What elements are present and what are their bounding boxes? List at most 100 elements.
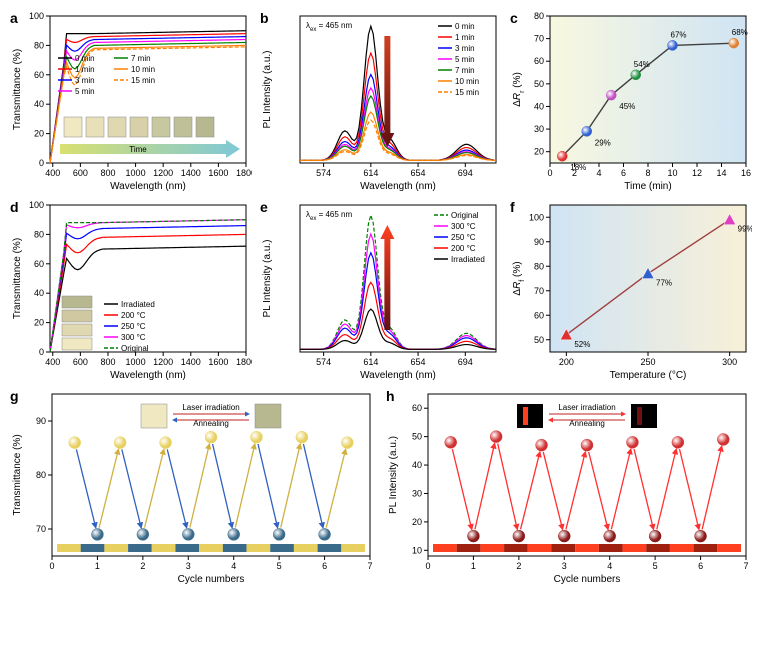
svg-text:7: 7 <box>367 561 372 571</box>
panel-label-h: h <box>386 388 395 404</box>
svg-text:1800: 1800 <box>236 357 252 367</box>
svg-text:4: 4 <box>231 561 236 571</box>
svg-text:ΔRr (%): ΔRr (%) <box>512 72 526 107</box>
panel-label-b: b <box>260 10 269 26</box>
panel-f: f2002503005060708090100Temperature (°C)Δ… <box>508 197 752 382</box>
svg-text:1200: 1200 <box>153 357 173 367</box>
panel-label-e: e <box>260 199 268 215</box>
svg-text:200 °C: 200 °C <box>121 311 146 320</box>
svg-text:15 min: 15 min <box>455 88 479 97</box>
svg-text:Cycle numbers: Cycle numbers <box>178 574 245 585</box>
svg-text:0: 0 <box>425 561 430 571</box>
svg-text:Transmittance (%): Transmittance (%) <box>12 434 23 515</box>
svg-text:Laser irradiation: Laser irradiation <box>182 403 239 412</box>
svg-text:654: 654 <box>411 168 426 178</box>
svg-text:18%: 18% <box>570 163 586 172</box>
panel-label-a: a <box>10 10 18 26</box>
svg-text:6: 6 <box>322 561 327 571</box>
svg-text:100: 100 <box>29 11 44 21</box>
svg-text:20: 20 <box>34 318 44 328</box>
svg-text:68%: 68% <box>732 28 748 37</box>
svg-text:5: 5 <box>653 561 658 571</box>
svg-text:λex = 465 nm: λex = 465 nm <box>306 21 352 33</box>
panel-label-c: c <box>510 10 518 26</box>
svg-text:50: 50 <box>534 79 544 89</box>
svg-text:1600: 1600 <box>208 357 228 367</box>
svg-text:67%: 67% <box>671 30 687 39</box>
svg-text:45%: 45% <box>619 102 635 111</box>
svg-text:4: 4 <box>596 168 601 178</box>
svg-text:0 min: 0 min <box>455 22 475 31</box>
svg-text:Wavelength (nm): Wavelength (nm) <box>110 181 186 192</box>
svg-text:52%: 52% <box>574 340 590 349</box>
svg-text:14: 14 <box>716 168 726 178</box>
svg-text:1: 1 <box>95 561 100 571</box>
svg-text:80: 80 <box>534 11 544 21</box>
svg-text:600: 600 <box>73 357 88 367</box>
svg-text:80: 80 <box>534 261 544 271</box>
svg-text:PL Intensity (a.u.): PL Intensity (a.u.) <box>262 240 273 318</box>
svg-text:50: 50 <box>534 335 544 345</box>
svg-text:250: 250 <box>640 357 655 367</box>
svg-text:40: 40 <box>34 99 44 109</box>
svg-text:10: 10 <box>412 545 422 555</box>
svg-text:694: 694 <box>458 357 473 367</box>
svg-text:6: 6 <box>621 168 626 178</box>
svg-text:100: 100 <box>529 212 544 222</box>
panel-label-f: f <box>510 199 515 215</box>
svg-text:Wavelength (nm): Wavelength (nm) <box>110 370 186 381</box>
panel-d: d400600800100012001400160018000204060801… <box>8 197 252 382</box>
svg-text:1600: 1600 <box>208 168 228 178</box>
svg-text:5: 5 <box>277 561 282 571</box>
svg-text:60: 60 <box>34 70 44 80</box>
svg-text:Time (min): Time (min) <box>624 181 671 192</box>
svg-text:90: 90 <box>36 416 46 426</box>
svg-text:Irradiated: Irradiated <box>451 255 485 264</box>
svg-text:10 min: 10 min <box>455 77 479 86</box>
svg-text:3: 3 <box>186 561 191 571</box>
svg-text:20: 20 <box>412 517 422 527</box>
svg-text:90: 90 <box>534 237 544 247</box>
svg-text:10 min: 10 min <box>131 65 155 74</box>
svg-text:20: 20 <box>34 129 44 139</box>
svg-text:300 °C: 300 °C <box>121 333 146 342</box>
svg-text:Transmittance (%): Transmittance (%) <box>12 238 23 319</box>
svg-text:0: 0 <box>39 347 44 357</box>
svg-text:694: 694 <box>458 168 473 178</box>
svg-text:1 min: 1 min <box>75 65 95 74</box>
svg-text:574: 574 <box>316 168 331 178</box>
svg-text:400: 400 <box>45 357 60 367</box>
svg-text:5 min: 5 min <box>75 87 95 96</box>
svg-text:Original: Original <box>451 211 479 220</box>
svg-text:0: 0 <box>547 168 552 178</box>
svg-text:30: 30 <box>412 488 422 498</box>
svg-text:Irradiated: Irradiated <box>121 300 155 309</box>
svg-text:Laser irradiation: Laser irradiation <box>558 403 615 412</box>
svg-text:400: 400 <box>45 168 60 178</box>
svg-text:0 min: 0 min <box>75 54 95 63</box>
svg-text:100: 100 <box>29 200 44 210</box>
svg-text:Time: Time <box>129 145 147 154</box>
svg-text:1 min: 1 min <box>455 33 475 42</box>
svg-text:70: 70 <box>534 286 544 296</box>
svg-text:1200: 1200 <box>153 168 173 178</box>
svg-text:50: 50 <box>412 432 422 442</box>
svg-text:Wavelength (nm): Wavelength (nm) <box>360 181 436 192</box>
svg-text:30: 30 <box>534 124 544 134</box>
svg-text:2: 2 <box>516 561 521 571</box>
svg-text:PL Intensity (a.u.): PL Intensity (a.u.) <box>262 51 273 129</box>
svg-text:99%: 99% <box>738 225 752 234</box>
svg-text:200: 200 <box>559 357 574 367</box>
svg-text:200 °C: 200 °C <box>451 244 476 253</box>
svg-text:15 min: 15 min <box>131 76 155 85</box>
svg-text:1800: 1800 <box>236 168 252 178</box>
svg-text:54%: 54% <box>634 60 650 69</box>
svg-text:1400: 1400 <box>181 168 201 178</box>
svg-text:40: 40 <box>534 101 544 111</box>
svg-text:77%: 77% <box>656 279 672 288</box>
panel-h: h01234567102030405060Cycle numbersPL Int… <box>384 386 754 586</box>
svg-text:3 min: 3 min <box>75 76 95 85</box>
svg-text:614: 614 <box>363 357 378 367</box>
bottom-row: g01234567708090Cycle numbersTransmittanc… <box>8 386 752 586</box>
svg-text:1000: 1000 <box>126 357 146 367</box>
